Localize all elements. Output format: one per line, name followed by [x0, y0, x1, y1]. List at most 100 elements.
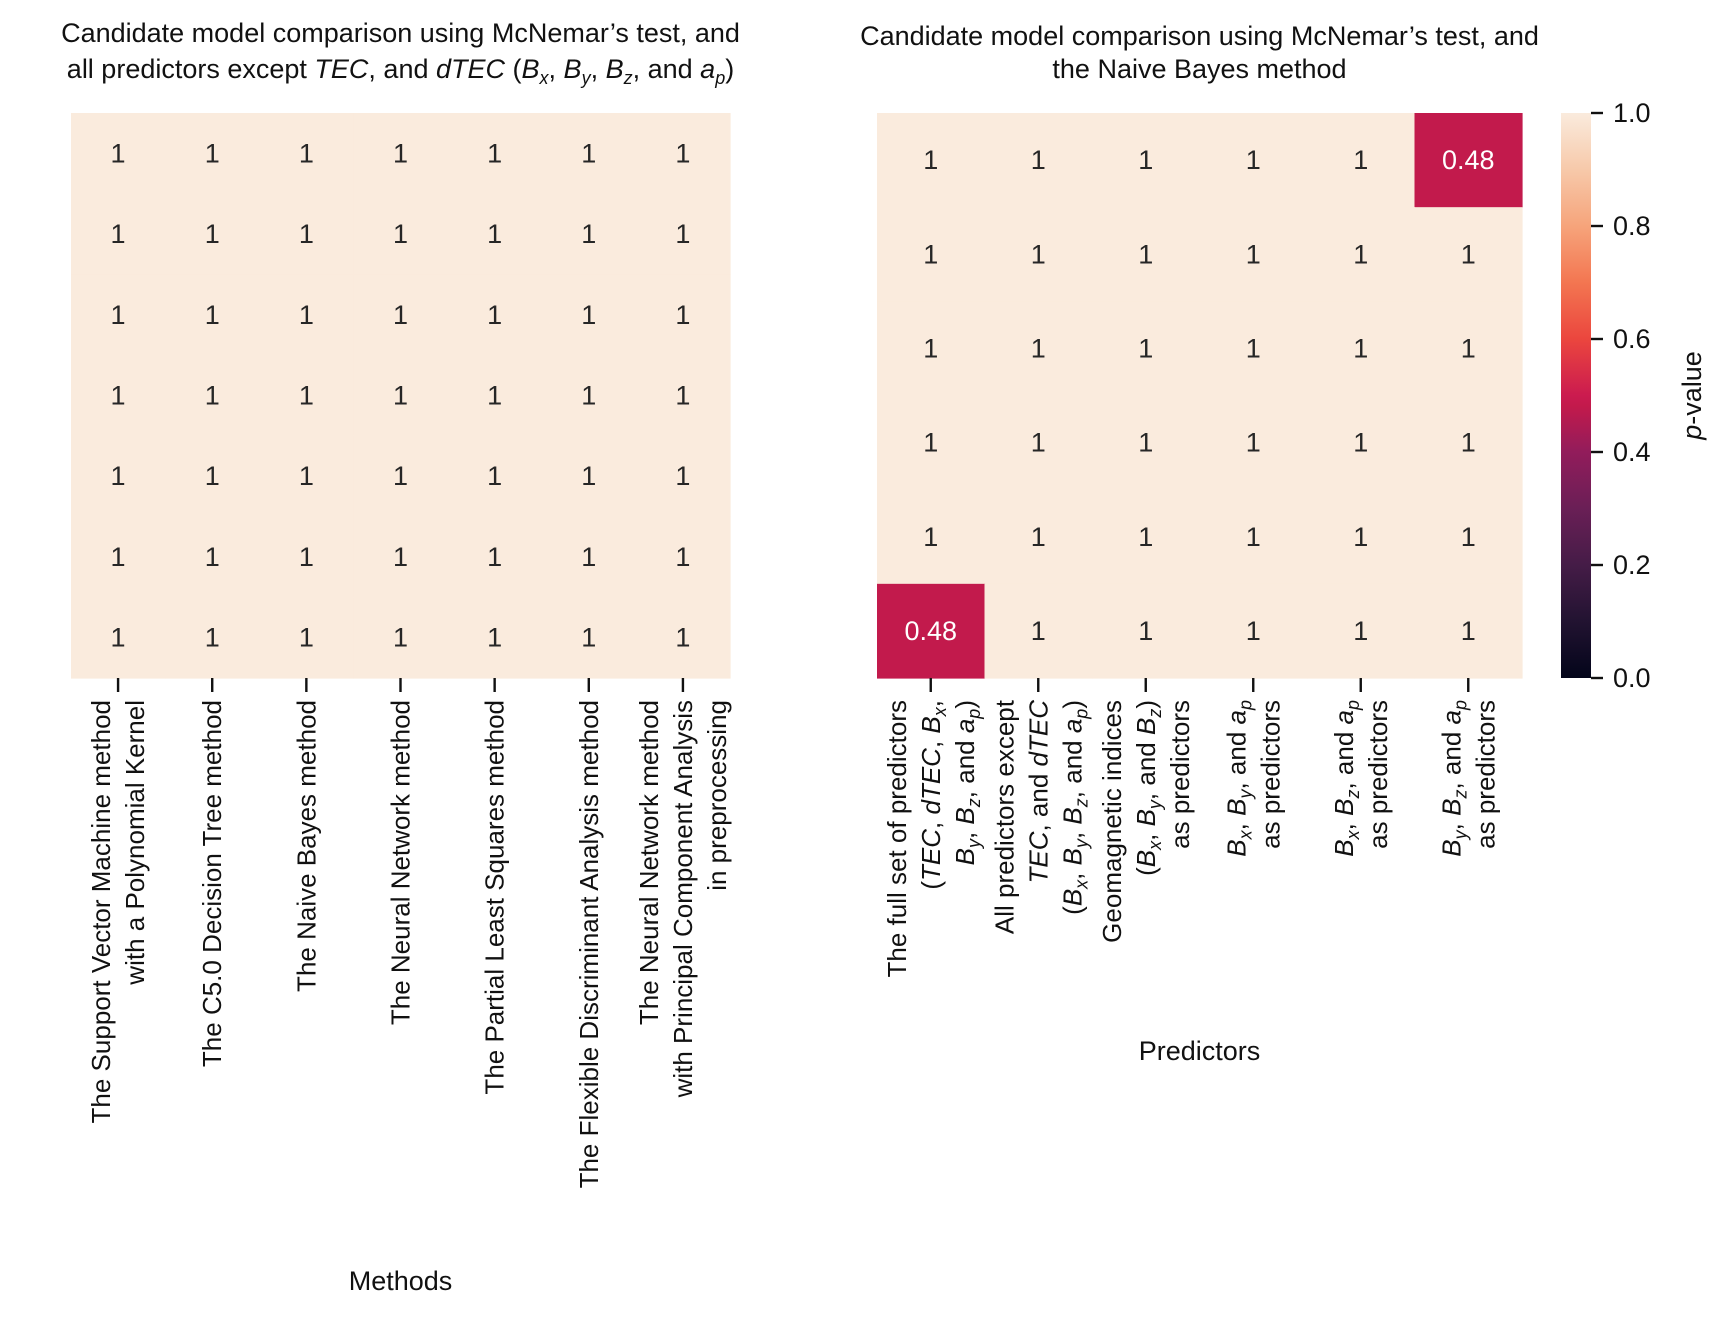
methods-cell-label-r1-c4: 1: [487, 219, 502, 249]
predictors-x-tick-label-6-line-1: By, Bz, and ap: [1436, 700, 1470, 857]
predictors-cell-label-r3-c0: 1: [923, 428, 938, 458]
predictors-cell-label-r3-c1: 1: [1031, 428, 1046, 458]
predictors-x-tick-label-6-line-2: as predictors: [1470, 700, 1500, 849]
predictors-x-tick-label-5-line-2: as predictors: [1363, 700, 1393, 849]
methods-cell-r2-c1: [165, 274, 260, 356]
predictors-cell-label-r5-c4: 1: [1353, 616, 1368, 646]
predictors-cell-label-r2-c2: 1: [1138, 333, 1153, 363]
methods-cell-label-r5-c1: 1: [205, 542, 220, 572]
methods-cell-label-r5-c2: 1: [299, 542, 314, 572]
methods-cell-r0-c5: [541, 113, 637, 195]
predictors-x-tick-label-4-line-2: as predictors: [1255, 700, 1285, 849]
predictors-cell-label-r3-c4: 1: [1353, 428, 1368, 458]
methods-x-tick-label-6: The Flexible Discriminant Analysis metho…: [574, 700, 604, 1188]
predictors-cell-label-r2-c0: 1: [923, 333, 938, 363]
methods-cell-r3-c0: [71, 355, 166, 437]
methods-cell-r3-c4: [447, 355, 543, 437]
methods-cell-r1-c0: [71, 193, 166, 276]
methods-cell-r6-c6: [635, 597, 731, 679]
methods-cell-label-r6-c1: 1: [205, 623, 220, 653]
predictors-cell-label-r0-c5: 0.48: [1442, 145, 1495, 175]
methods-x-tick-label-1-line-2: with a Polynomial Kernel: [120, 700, 150, 986]
methods-cell-r4-c1: [165, 435, 260, 518]
methods-cell-label-r4-c1: 1: [205, 461, 220, 491]
predictors-x-tick-label-1-line-2: (TEC, dTEC, Bx,: [916, 700, 950, 890]
predictors-cell-label-r2-c1: 1: [1031, 333, 1046, 363]
methods-cell-label-r0-c0: 1: [111, 138, 126, 168]
methods-cell-r4-c2: [259, 435, 355, 518]
methods-cell-r5-c1: [165, 516, 260, 598]
methods-cell-r1-c3: [353, 193, 449, 276]
methods-cell-r0-c1: [165, 113, 260, 195]
methods-cell-r3-c3: [353, 355, 449, 437]
predictors-cell-label-r4-c2: 1: [1138, 522, 1153, 552]
methods-cell-label-r2-c5: 1: [581, 300, 596, 330]
methods-cell-r2-c4: [447, 274, 543, 356]
methods-cell-r2-c0: [71, 274, 166, 356]
predictors-cell-r0-c4: [1307, 113, 1416, 208]
predictors-cell-label-r3-c3: 1: [1246, 428, 1261, 458]
methods-cell-r1-c2: [259, 193, 355, 276]
predictors-cell-label-r3-c2: 1: [1138, 428, 1153, 458]
methods-cell-label-r4-c6: 1: [675, 461, 690, 491]
predictors-x-tick-label-2: All predictors except TEC, and dTEC(Bx, B…: [989, 699, 1091, 934]
predictors-x-axis-label: Predictors: [1139, 1036, 1261, 1066]
predictors-cell-r5-c0: [877, 583, 986, 679]
methods-cell-r0-c4: [447, 113, 543, 195]
colorbar: 0.0 0.2 0.4 0.6 0.8 1.0 p-value: [1561, 98, 1707, 693]
predictors-x-tick-label-2-line-2: TEC, and dTEC: [1023, 700, 1053, 884]
predictors-x-tick-label-3-line-3: as predictors: [1165, 700, 1195, 849]
methods-cell-r6-c2: [259, 597, 355, 679]
predictors-cell-label-r2-c3: 1: [1246, 333, 1261, 363]
methods-title-line-2: all predictors except TEC, and dTEC (Bx,…: [67, 54, 734, 88]
methods-cell-r2-c3: [353, 274, 449, 356]
methods-cell-label-r5-c0: 1: [111, 542, 126, 572]
methods-x-tick-label-4: The Neural Network method: [386, 700, 416, 1025]
methods-cell-r6-c5: [541, 597, 637, 679]
predictors-x-tick-label-1-line-1: The full set of predictors: [882, 700, 912, 977]
colorbar-gradient: [1561, 113, 1591, 678]
methods-cell-label-r2-c2: 1: [299, 300, 314, 330]
predictors-cell-label-r4-c0: 1: [923, 522, 938, 552]
methods-cell-label-r3-c1: 1: [205, 381, 220, 411]
methods-x-tick-label-5-line-1: The Partial Least Squares method: [480, 700, 510, 1095]
predictors-cell-r0-c0: [877, 113, 986, 208]
methods-cell-label-r4-c0: 1: [111, 461, 126, 491]
methods-cell-label-r3-c5: 1: [581, 381, 596, 411]
predictors-x-tick-label-2-line-3: (Bx, By, Bz, and ap): [1057, 700, 1091, 915]
colorbar-tick-label-6: 1.0: [1613, 98, 1651, 128]
predictors-cell-r3-c4: [1307, 395, 1416, 491]
predictors-cell-label-r5-c5: 1: [1461, 616, 1476, 646]
methods-cell-label-r3-c3: 1: [393, 381, 408, 411]
methods-cell-r1-c6: [635, 193, 731, 276]
predictors-cell-label-r4-c1: 1: [1031, 522, 1046, 552]
predictors-cell-label-r4-c5: 1: [1461, 522, 1476, 552]
predictors-x-tick-label-5: Bx, Bz, and ap as predictors: [1329, 700, 1393, 857]
methods-title-line-1: Candidate model comparison using McNemar…: [61, 18, 740, 48]
predictors-cell-label-r5-c0: 0.48: [904, 616, 957, 646]
predictors-cell-label-r5-c3: 1: [1246, 616, 1261, 646]
predictors-cell-r1-c3: [1199, 207, 1308, 302]
methods-cell-r1-c1: [165, 193, 260, 276]
predictors-cell-r1-c4: [1307, 207, 1416, 302]
heatmap-methods: Candidate model comparison using McNemar…: [61, 18, 740, 1296]
methods-x-tick-label-1-line-1: The Support Vector Machine method: [86, 700, 116, 1123]
methods-cell-r4-c3: [353, 435, 449, 518]
methods-cell-r6-c0: [71, 597, 166, 679]
methods-cell-label-r0-c3: 1: [393, 138, 408, 168]
predictors-cell-label-r0-c1: 1: [1031, 145, 1046, 175]
predictors-cell-r1-c0: [877, 207, 986, 302]
methods-cell-label-r2-c1: 1: [205, 300, 220, 330]
colorbar-tick-label-3: 0.4: [1613, 437, 1651, 467]
methods-cell-label-r4-c2: 1: [299, 461, 314, 491]
predictors-cell-label-r0-c4: 1: [1353, 145, 1368, 175]
colorbar-tick-label-1: 0.0: [1613, 663, 1651, 693]
predictors-x-tick-label-4: Bx, By, and ap as predictors: [1221, 700, 1285, 857]
predictors-x-tick-label-1: The full set of predictors (TEC, dTEC, Bx…: [882, 700, 984, 977]
methods-cell-label-r2-c0: 1: [111, 300, 126, 330]
predictors-cell-label-r0-c3: 1: [1246, 145, 1261, 175]
methods-cell-label-r6-c3: 1: [393, 623, 408, 653]
methods-cell-label-r2-c6: 1: [675, 300, 690, 330]
methods-cell-r5-c5: [541, 516, 637, 598]
predictors-cell-label-r1-c2: 1: [1138, 239, 1153, 269]
